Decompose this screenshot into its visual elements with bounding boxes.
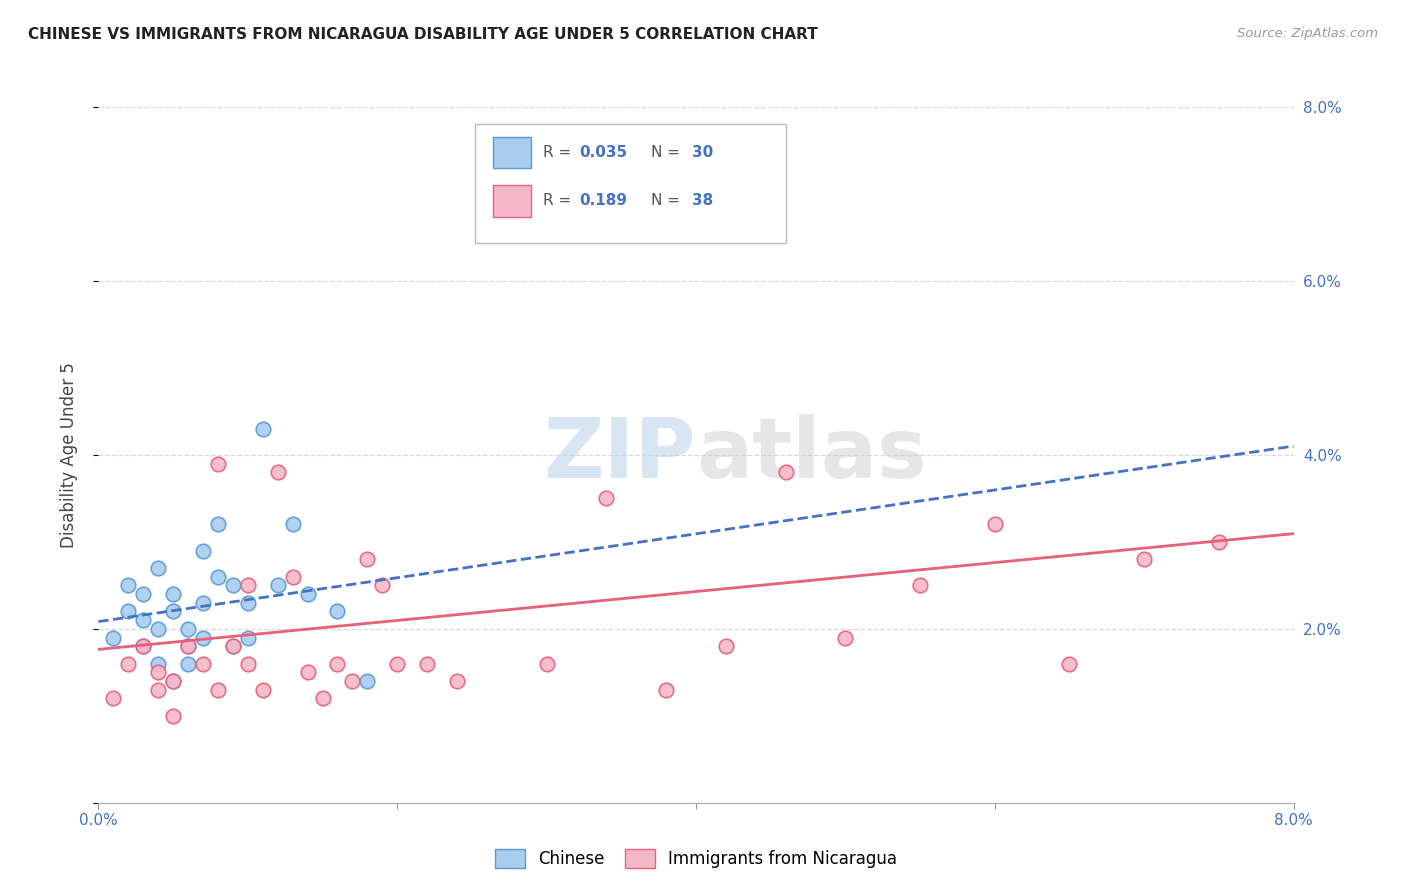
Point bbox=[1208, 535, 1230, 549]
Point bbox=[267, 466, 290, 480]
Point bbox=[297, 587, 319, 601]
Point bbox=[148, 682, 170, 697]
Point bbox=[385, 657, 409, 671]
Point bbox=[132, 587, 155, 601]
Point bbox=[132, 639, 155, 653]
Point bbox=[191, 596, 214, 610]
Point bbox=[117, 657, 139, 671]
Point bbox=[148, 657, 170, 671]
Point bbox=[775, 466, 797, 480]
Point bbox=[191, 543, 214, 558]
Text: N =: N = bbox=[651, 194, 685, 209]
Text: R =: R = bbox=[543, 194, 576, 209]
Point bbox=[655, 682, 678, 697]
Point bbox=[117, 578, 139, 592]
FancyBboxPatch shape bbox=[494, 186, 531, 217]
Point bbox=[162, 708, 184, 723]
Point bbox=[177, 639, 200, 653]
Text: 30: 30 bbox=[692, 145, 714, 160]
Point bbox=[177, 622, 200, 636]
Point bbox=[834, 631, 856, 645]
Point bbox=[191, 657, 214, 671]
Text: CHINESE VS IMMIGRANTS FROM NICARAGUA DISABILITY AGE UNDER 5 CORRELATION CHART: CHINESE VS IMMIGRANTS FROM NICARAGUA DIS… bbox=[28, 27, 818, 42]
Point bbox=[148, 622, 170, 636]
Point bbox=[342, 674, 364, 689]
Point bbox=[162, 587, 184, 601]
Point bbox=[177, 639, 200, 653]
Point bbox=[236, 657, 259, 671]
Point bbox=[148, 561, 170, 575]
Point bbox=[162, 674, 184, 689]
Point bbox=[371, 578, 394, 592]
Point bbox=[252, 422, 274, 436]
Point bbox=[222, 578, 245, 592]
Text: atlas: atlas bbox=[696, 415, 927, 495]
Point bbox=[162, 605, 184, 619]
Point bbox=[446, 674, 468, 689]
Y-axis label: Disability Age Under 5: Disability Age Under 5 bbox=[59, 362, 77, 548]
Text: ZIP: ZIP bbox=[544, 415, 696, 495]
Text: 38: 38 bbox=[692, 194, 714, 209]
Text: N =: N = bbox=[651, 145, 685, 160]
FancyBboxPatch shape bbox=[475, 124, 786, 243]
Legend: Chinese, Immigrants from Nicaragua: Chinese, Immigrants from Nicaragua bbox=[488, 842, 904, 874]
Point bbox=[506, 186, 529, 201]
Point bbox=[297, 665, 319, 680]
Point bbox=[207, 517, 229, 532]
Point bbox=[1133, 552, 1156, 566]
Point bbox=[908, 578, 931, 592]
Point bbox=[595, 491, 617, 506]
Point bbox=[103, 631, 125, 645]
Point bbox=[207, 570, 229, 584]
Point bbox=[714, 639, 737, 653]
Point bbox=[236, 578, 259, 592]
Point bbox=[236, 596, 259, 610]
Point bbox=[536, 657, 558, 671]
Point bbox=[162, 674, 184, 689]
Point bbox=[281, 570, 304, 584]
Point bbox=[132, 639, 155, 653]
Text: R =: R = bbox=[543, 145, 576, 160]
Point bbox=[326, 605, 349, 619]
Text: Source: ZipAtlas.com: Source: ZipAtlas.com bbox=[1237, 27, 1378, 40]
Point bbox=[191, 631, 214, 645]
Text: 0.035: 0.035 bbox=[579, 145, 627, 160]
Text: 0.189: 0.189 bbox=[579, 194, 627, 209]
Point bbox=[103, 691, 125, 706]
Point bbox=[132, 613, 155, 627]
Point bbox=[416, 657, 439, 671]
Point bbox=[207, 682, 229, 697]
Point bbox=[236, 631, 259, 645]
Point bbox=[117, 605, 139, 619]
Point bbox=[148, 665, 170, 680]
Point bbox=[356, 552, 378, 566]
Point bbox=[222, 639, 245, 653]
Point bbox=[983, 517, 1005, 532]
Point bbox=[267, 578, 290, 592]
Point bbox=[177, 657, 200, 671]
Point bbox=[356, 674, 378, 689]
Point bbox=[207, 457, 229, 471]
Point bbox=[326, 657, 349, 671]
Point bbox=[311, 691, 333, 706]
Point bbox=[281, 517, 304, 532]
FancyBboxPatch shape bbox=[494, 136, 531, 168]
Point bbox=[1059, 657, 1081, 671]
Point bbox=[252, 682, 274, 697]
Point bbox=[222, 639, 245, 653]
